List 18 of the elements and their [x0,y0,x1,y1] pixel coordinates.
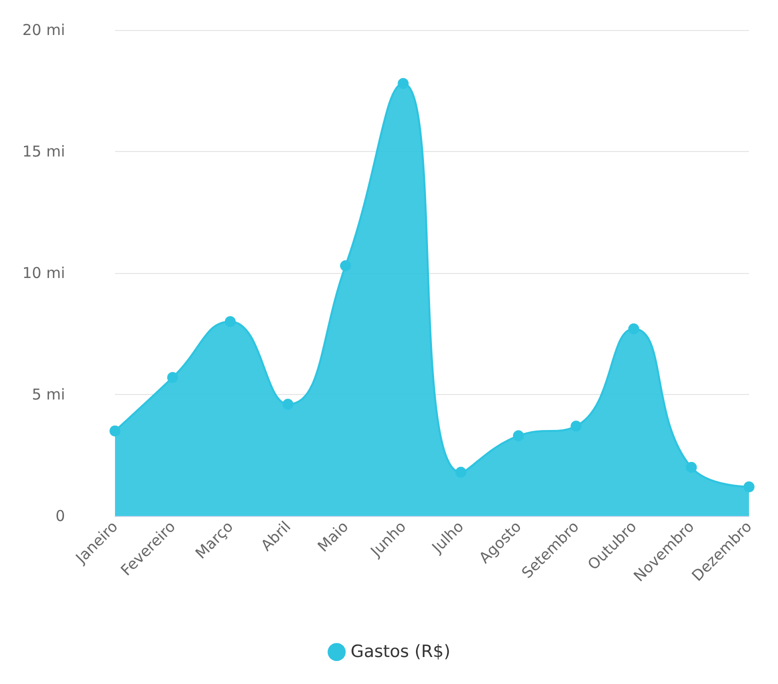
point [282,398,294,410]
point [628,323,640,334]
point [224,316,236,328]
point [686,462,697,473]
point [570,420,582,432]
y-tick-label: 5 mi [32,386,65,404]
point [167,372,178,383]
point [744,481,754,492]
point [455,466,466,478]
legend-label: Gastos (R$) [350,642,450,662]
point [340,260,352,272]
point [110,425,120,436]
y-tick-label: 10 mi [22,264,65,282]
y-tick-label: 20 mi [22,21,65,39]
y-tick-label: 0 [55,507,65,525]
point [512,430,524,442]
y-tick-label: 15 mi [22,142,65,160]
point [398,78,409,89]
